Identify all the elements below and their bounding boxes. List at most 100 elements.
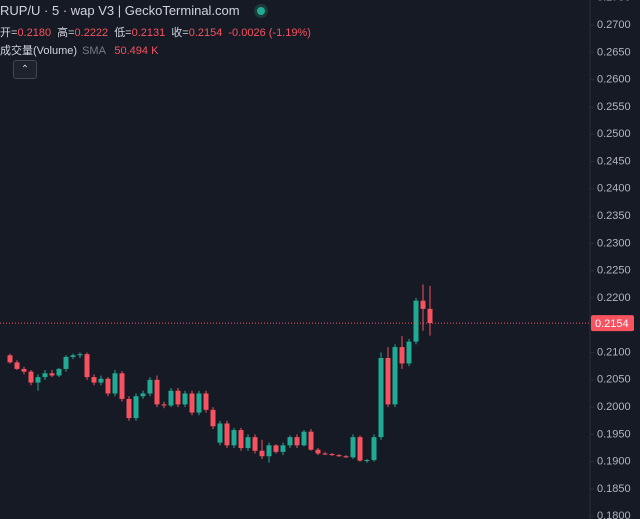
candle-body: [154, 379, 160, 405]
candle-body: [378, 358, 384, 438]
candle-body: [245, 437, 251, 449]
candle-body: [315, 449, 321, 454]
candle-body: [189, 393, 195, 413]
candle-body: [259, 450, 265, 457]
candle-body: [385, 358, 391, 405]
candle-body: [161, 404, 167, 406]
volume-legend: 成交量(Volume) SMA 50.494 K: [0, 42, 158, 58]
ohlc-label: 高=: [57, 27, 75, 39]
y-tick-label: 0.2450: [597, 155, 631, 167]
candle-body: [364, 460, 370, 462]
candle-body: [105, 378, 111, 394]
candle-body: [350, 437, 356, 458]
candle-body: [322, 453, 328, 455]
candle-body: [357, 437, 363, 461]
y-tick-label: 0.1800: [597, 510, 631, 519]
candle-body: [280, 445, 286, 452]
candle-body: [196, 393, 202, 413]
y-tick-label: 0.2750: [597, 0, 631, 4]
candle-body: [329, 454, 335, 456]
y-tick-label: 0.2250: [597, 265, 631, 277]
candle-body: [343, 456, 349, 458]
candle-body: [308, 431, 314, 450]
candle-body: [42, 373, 48, 378]
candle-body: [231, 430, 237, 446]
candle-body: [217, 423, 223, 443]
candle-body: [98, 378, 104, 383]
candle-body: [238, 430, 244, 449]
candle-body: [203, 393, 209, 410]
y-tick-label: 0.2200: [597, 292, 631, 304]
header: RUP/U · 5 · wap V3 | GeckoTerminal.com: [0, 3, 266, 18]
y-tick-label: 0.2000: [597, 401, 631, 413]
candle-body: [301, 431, 307, 446]
y-tick-label: 0.2350: [597, 210, 631, 222]
candle-body: [371, 437, 377, 461]
candle-body: [140, 393, 146, 397]
candle-body: [35, 377, 41, 383]
candle-body: [126, 398, 132, 419]
candle-body: [84, 354, 90, 378]
y-tick-label: 0.2550: [597, 101, 631, 113]
candle-body: [294, 437, 300, 446]
candle-body: [70, 355, 76, 357]
candle-body: [252, 437, 258, 451]
candle-body: [336, 455, 342, 457]
y-tick-label: 0.2050: [597, 374, 631, 386]
title: RUP/U · 5 · wap V3 | GeckoTerminal.com: [0, 3, 240, 18]
candle-body: [399, 347, 405, 364]
collapse-button[interactable]: ⌃: [13, 60, 37, 79]
candle-body: [63, 356, 69, 369]
status-dot: [257, 7, 266, 15]
last-price-label: 0.2154: [595, 318, 629, 330]
candle-body: [21, 368, 27, 372]
ohlc-label: 收=: [171, 27, 189, 39]
volume-value: 50.494 K: [114, 45, 159, 57]
candle-body: [119, 373, 125, 399]
candle-body: [392, 347, 398, 405]
candle-body: [182, 393, 188, 405]
candle-body: [77, 354, 83, 356]
candle-body: [210, 409, 216, 427]
candle-body: [56, 368, 62, 376]
ohlc-legend: 开=0.2180 高=0.2222 低=0.2131 收=0.2154 -0.0026 …: [0, 24, 311, 40]
candle-body: [49, 373, 55, 376]
candle-body: [427, 308, 433, 324]
candle-body: [147, 379, 153, 394]
candle-body: [224, 423, 230, 446]
candle-body: [273, 445, 279, 452]
candle-body: [7, 355, 13, 363]
candle-body: [413, 300, 419, 342]
candle-body: [14, 362, 20, 369]
change: -0.0026 (-1.19%): [228, 27, 311, 39]
y-tick-label: 0.2650: [597, 46, 631, 58]
candle-body: [28, 371, 34, 383]
ohlc-value: 0.2222: [74, 27, 109, 39]
candle-body: [420, 300, 426, 309]
volume-label: 成交量(Volume): [0, 45, 78, 57]
y-tick-label: 0.2700: [597, 19, 631, 31]
candle-body: [406, 341, 412, 364]
ohlc-label: 开=: [0, 27, 18, 39]
candle-body: [168, 390, 174, 406]
candle-body: [175, 390, 181, 405]
y-tick-label: 0.2300: [597, 237, 631, 249]
last-price-box: [591, 315, 634, 332]
candle-body: [287, 437, 293, 446]
candle-body: [91, 377, 97, 383]
y-tick-label: 0.2100: [597, 346, 631, 358]
volume-sma: SMA: [82, 45, 106, 57]
y-tick-label: 0.1900: [597, 456, 631, 468]
ohlc-value: 0.2180: [17, 27, 52, 39]
ohlc-value: 0.2154: [188, 27, 223, 39]
y-tick-label: 0.2400: [597, 183, 631, 195]
candle-body: [133, 396, 139, 419]
y-tick-label: 0.1850: [597, 483, 631, 495]
candle-body: [266, 445, 272, 457]
y-tick-label: 0.2600: [597, 74, 631, 86]
ohlc-value: 0.2131: [131, 27, 166, 39]
ohlc-label: 低=: [114, 27, 132, 39]
